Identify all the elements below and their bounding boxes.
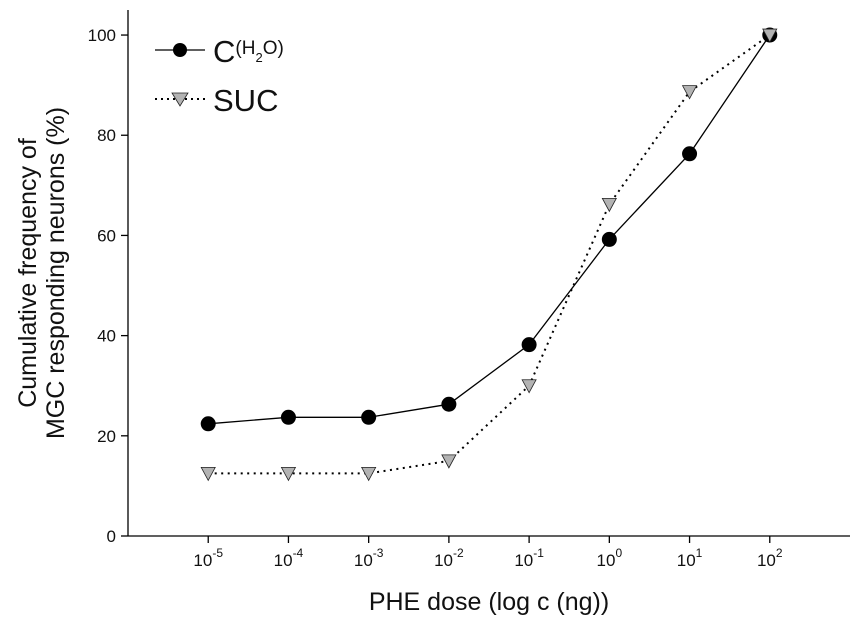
point-c-h2o bbox=[441, 396, 457, 412]
legend-c-h2o-label: C(H2O) bbox=[213, 34, 284, 69]
x-tick-label: 10-1 bbox=[514, 546, 544, 570]
x-tick-label: 102 bbox=[757, 546, 783, 570]
legend: C(H2O) SUC bbox=[155, 34, 284, 118]
x-tick-label: 10-4 bbox=[274, 546, 304, 570]
legend-suc-label: SUC bbox=[213, 83, 278, 118]
y-tick-label: 60 bbox=[97, 226, 116, 245]
point-suc bbox=[521, 379, 537, 394]
point-suc bbox=[762, 28, 778, 43]
x-ticks: 10-5 10-4 10-3 10-2 10-1 100 101 102 bbox=[193, 536, 783, 570]
y-tick-label: 100 bbox=[88, 26, 116, 45]
series-layer bbox=[200, 27, 778, 482]
series-line-c-h2o bbox=[208, 34, 771, 425]
y-tick-label: 20 bbox=[97, 427, 116, 446]
legend-c-h2o-marker bbox=[173, 43, 187, 57]
y-tick-label: 0 bbox=[107, 527, 116, 546]
x-tick-label: 101 bbox=[677, 546, 703, 570]
point-c-h2o bbox=[200, 416, 216, 432]
point-c-h2o bbox=[280, 409, 296, 425]
point-c-h2o bbox=[521, 337, 537, 353]
point-c-h2o bbox=[682, 146, 698, 162]
legend-item-c-h2o: C(H2O) bbox=[155, 34, 284, 69]
x-tick-label: 10-3 bbox=[354, 546, 384, 570]
point-suc bbox=[360, 466, 377, 482]
legend-item-suc: SUC bbox=[155, 83, 278, 118]
point-suc bbox=[200, 466, 216, 482]
axes bbox=[127, 10, 850, 537]
point-suc bbox=[601, 197, 618, 213]
y-tick-label: 80 bbox=[97, 126, 116, 145]
y-ticks: 0 20 40 60 80 100 bbox=[88, 26, 128, 546]
point-suc bbox=[441, 454, 457, 469]
x-axis-title: PHE dose (log c (ng)) bbox=[369, 588, 609, 616]
point-suc bbox=[681, 85, 698, 100]
legend-suc-marker bbox=[171, 92, 189, 107]
point-suc bbox=[280, 466, 297, 482]
y-axis-title: Cumulative frequency of MGC responding n… bbox=[14, 107, 70, 439]
point-c-h2o bbox=[361, 409, 377, 425]
y-axis-title-line2: MGC responding neurons (%) bbox=[42, 107, 70, 439]
x-tick-label: 100 bbox=[597, 546, 623, 570]
series-line-suc bbox=[208, 34, 771, 475]
y-axis-title-line1: Cumulative frequency of bbox=[14, 138, 42, 408]
x-tick-label: 10-2 bbox=[434, 546, 464, 570]
y-tick-label: 40 bbox=[97, 327, 116, 346]
point-c-h2o bbox=[601, 231, 617, 247]
x-tick-label: 10-5 bbox=[193, 546, 223, 570]
